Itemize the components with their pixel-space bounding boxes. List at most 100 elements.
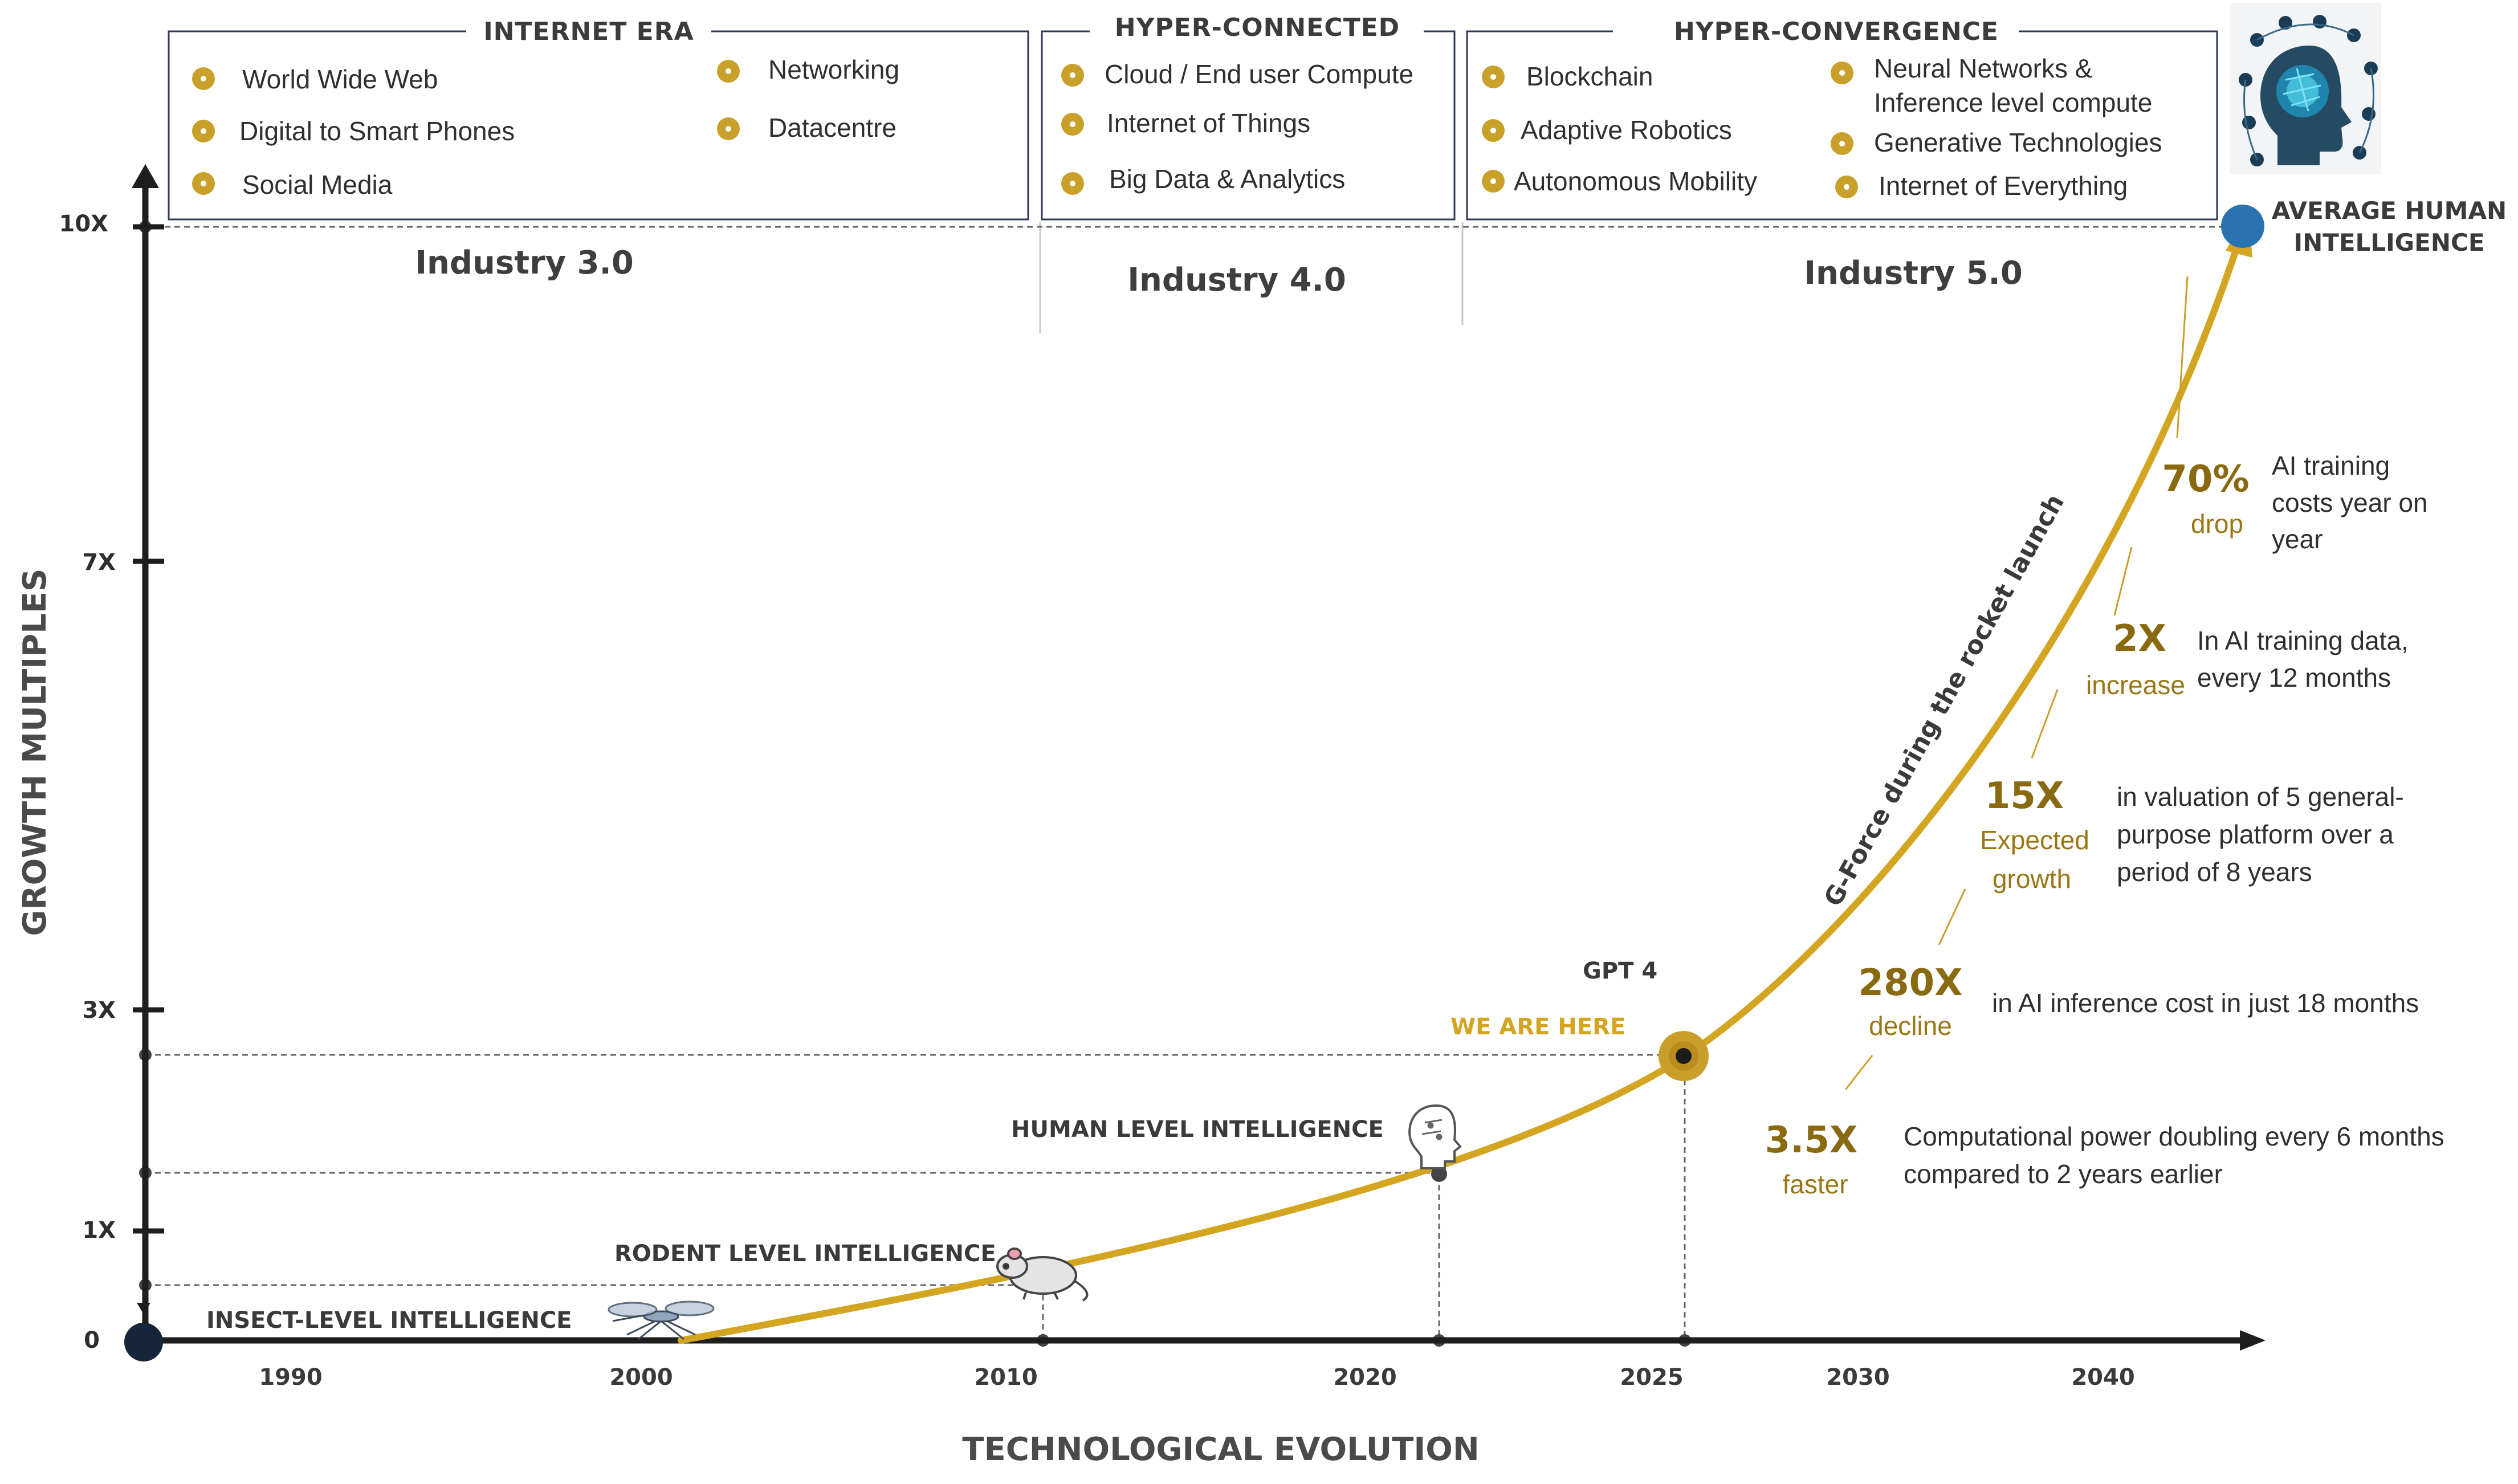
guide-endpoints	[139, 221, 1691, 1347]
stat-description: every 12 months	[2197, 663, 2391, 692]
bullet-icon	[717, 60, 740, 83]
stat-value: 70%	[2162, 458, 2249, 500]
stat-description: AI training	[2272, 451, 2390, 480]
milestone-insect: INSECT-LEVEL INTELLIGENCE	[206, 1307, 572, 1334]
y-tick-label: 10X	[59, 211, 108, 237]
stat-description: purpose platform over a	[2117, 820, 2394, 849]
stat-description: In AI training data,	[2197, 626, 2409, 655]
bullet-icon	[1061, 113, 1084, 136]
avg-human-marker	[2221, 205, 2264, 248]
stat-caption: growth	[1993, 864, 2071, 894]
stat-3-5x: 3.5X faster Computational power doubling…	[1765, 1055, 2444, 1199]
guide-lines	[145, 226, 2226, 1340]
y-tick-label: 7X	[82, 549, 116, 576]
stat-description: compared to 2 years earlier	[1904, 1159, 2223, 1189]
era-item: Internet of Everything	[1879, 171, 2128, 201]
y-axis-arrow	[132, 164, 159, 188]
y-tick-label: 1X	[82, 1217, 116, 1244]
y-axis: 10X 7X 3X 1X 0 GROWTH MULTIPLES	[17, 164, 164, 1353]
y-tick-label: 0	[84, 1327, 100, 1353]
era-item: Big Data & Analytics	[1109, 164, 1345, 194]
era-title: HYPER-CONVERGENCE	[1674, 17, 1999, 46]
bullet-icon	[1061, 64, 1084, 87]
origin-dot	[124, 1323, 163, 1361]
bullet-icon	[1831, 132, 1853, 155]
era-item: Digital to Smart Phones	[239, 116, 515, 146]
era-item: Blockchain	[1526, 62, 1653, 91]
era-item: World Wide Web	[242, 64, 438, 94]
bullet-icon	[1482, 170, 1505, 193]
stat-description: Computational power doubling every 6 mon…	[1904, 1122, 2444, 1151]
y-tick-label: 3X	[82, 997, 116, 1024]
stat-2x: 2X increase In AI training data, every 1…	[2086, 547, 2409, 700]
human-level-dot	[1431, 1166, 1447, 1182]
stat-value: 3.5X	[1765, 1119, 1858, 1161]
era-item: Inference level compute	[1874, 88, 2152, 117]
stat-caption: decline	[1869, 1011, 1952, 1041]
bullet-icon	[1061, 172, 1084, 195]
stat-caption: drop	[2191, 509, 2243, 539]
industry-label: Industry 4.0	[1127, 262, 1346, 299]
avg-human-label: AVERAGE HUMAN	[2272, 197, 2507, 225]
stat-description: period of 8 years	[2117, 857, 2312, 887]
gpt4-marker	[1659, 1031, 1709, 1081]
era-item: Autonomous Mobility	[1514, 166, 1757, 196]
era-item: Adaptive Robotics	[1521, 115, 1732, 145]
x-tick-label: 2020	[1333, 1364, 1396, 1391]
ai-brain-network-icon	[2230, 3, 2381, 174]
era-box-hyper-convergence: HYPER-CONVERGENCE Blockchain Adaptive Ro…	[1466, 17, 2218, 221]
bullet-icon	[717, 117, 740, 140]
stat-caption: faster	[1782, 1169, 1848, 1199]
bullet-icon	[1482, 119, 1505, 142]
stat-70-percent: 70% drop AI training costs year on year	[2162, 276, 2428, 554]
x-axis: 1990 2000 2010 2020 2025 2030 2040 TECHN…	[124, 1303, 2266, 1468]
industry-label: Industry 3.0	[415, 244, 634, 282]
stat-description: in AI inference cost in just 18 months	[1992, 988, 2419, 1018]
stat-value: 15X	[1985, 775, 2064, 817]
bullet-icon	[1835, 176, 1858, 198]
brain-head-icon	[1408, 1104, 1462, 1169]
bullet-icon	[1831, 62, 1853, 84]
bullet-icon	[192, 172, 215, 195]
stat-15x: 15X Expected growth in valuation of 5 ge…	[1980, 689, 2404, 894]
mouse-icon	[996, 1247, 1089, 1302]
x-tick-label: 2010	[974, 1364, 1037, 1391]
stat-value: 2X	[2113, 618, 2166, 660]
bullet-icon	[1482, 66, 1505, 88]
we-are-here-label: WE ARE HERE	[1451, 1014, 1625, 1040]
era-title: HYPER-CONNECTED	[1115, 13, 1400, 42]
stat-value: 280X	[1859, 962, 1963, 1004]
era-item: Cloud / End user Compute	[1105, 59, 1413, 89]
x-tick-label: 2030	[1826, 1364, 1889, 1391]
stat-280x: 280X decline in AI inference cost in jus…	[1859, 888, 2419, 1041]
bullet-icon	[192, 120, 215, 142]
mosquito-icon	[608, 1300, 715, 1340]
industry-label: Industry 5.0	[1804, 255, 2023, 292]
industry-labels: Industry 3.0 Industry 4.0 Industry 5.0	[415, 222, 2023, 333]
stat-description: year	[2272, 524, 2323, 554]
era-item: Neural Networks &	[1874, 54, 2092, 83]
x-tick-label: 2000	[609, 1364, 673, 1391]
era-item: Social Media	[242, 170, 393, 199]
stat-description: costs year on	[2272, 488, 2428, 517]
x-tick-label: 1990	[259, 1364, 322, 1391]
era-item: Networking	[768, 55, 899, 84]
stat-description: in valuation of 5 general-	[2117, 782, 2404, 812]
bullet-icon	[192, 67, 215, 90]
x-tick-label: 2040	[2071, 1364, 2134, 1391]
era-box-hyper-connected: HYPER-CONNECTED Cloud / End user Compute…	[1041, 13, 1456, 221]
milestone-rodent: RODENT LEVEL INTELLIGENCE	[614, 1241, 996, 1267]
avg-human-label: INTELLIGENCE	[2293, 229, 2484, 256]
x-axis-title: TECHNOLOGICAL EVOLUTION	[962, 1431, 1479, 1468]
era-title: INTERNET ERA	[483, 17, 694, 46]
era-item: Generative Technologies	[1874, 128, 2162, 157]
x-axis-arrow	[2240, 1330, 2266, 1351]
stat-caption: Expected	[1980, 825, 2089, 855]
era-item: Datacentre	[768, 113, 897, 142]
era-item: Internet of Things	[1107, 108, 1310, 138]
stat-caption: increase	[2086, 670, 2185, 700]
era-box-internet: INTERNET ERA World Wide Web Digital to S…	[168, 17, 1029, 221]
x-tick-label: 2025	[1620, 1364, 1683, 1391]
